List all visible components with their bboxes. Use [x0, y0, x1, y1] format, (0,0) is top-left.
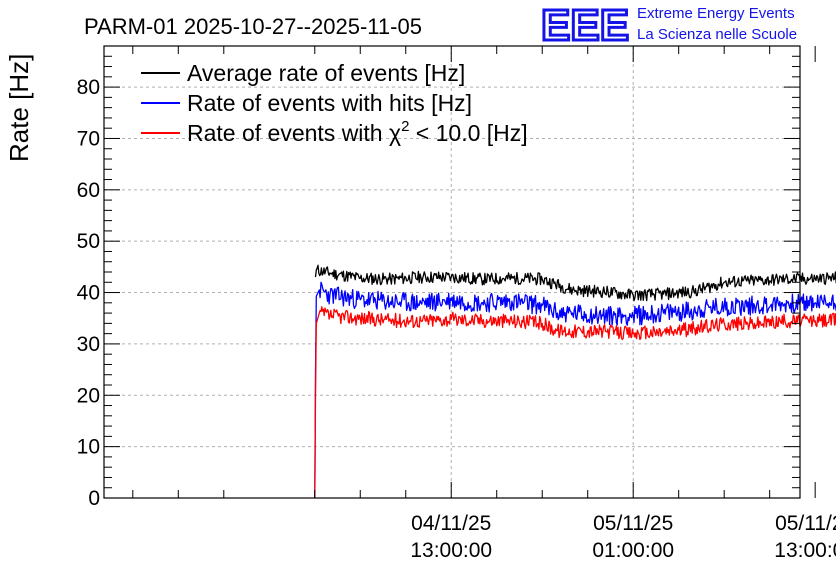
eee-logo-line1: Extreme Energy Events [637, 5, 795, 22]
legend-label-2: Rate of events with hits [Hz] [187, 90, 472, 116]
legend-label-suffix: < 10.0 [Hz] [409, 120, 527, 146]
legend: Average rate of events [Hz] Rate of event… [141, 60, 528, 146]
legend-superscript: 2 [401, 118, 409, 135]
x-tick-label-date: 05/11/25 [775, 512, 836, 535]
eee-logo-text: EEE [541, 1, 629, 50]
x-tick-label-date: 05/11/25 [593, 512, 673, 535]
eee-logo-line2: La Scienza nelle Scuole [637, 26, 797, 43]
y-tick-label: 70 [77, 127, 100, 150]
series-line-1 [314, 264, 836, 302]
x-tick-label-time: 01:00:00 [592, 539, 674, 562]
x-tick-labels: 04/11/25 13:00:00 05/11/25 01:00:00 05/11/25… [410, 512, 836, 562]
y-tick-label: 60 [77, 179, 100, 202]
y-tick-label: 30 [77, 333, 100, 356]
y-tick-label: 20 [77, 384, 100, 407]
y-tick-label: 10 [77, 436, 100, 459]
x-tick-label-time: 13:00:00 [410, 539, 492, 562]
x-tick-label-date: 04/11/25 [411, 512, 491, 535]
series-line-2 [314, 281, 836, 499]
y-tick-label: 80 [77, 76, 100, 99]
series-line-3 [314, 306, 836, 499]
y-tick-labels: 0 10 20 30 40 50 60 70 80 [77, 76, 100, 510]
y-tick-label: 50 [77, 230, 100, 253]
legend-label-1: Average rate of events [Hz] [187, 60, 465, 86]
eee-logo: EEE Extreme Energy Events La Scienza nel… [540, 0, 798, 52]
x-tick-label-time: 13:00:00 [774, 539, 836, 562]
legend-label-3: Rate of events with χ2 < 10.0 [Hz] [187, 118, 528, 146]
data-series [314, 264, 836, 499]
y-tick-label: 40 [77, 282, 100, 305]
y-tick-label: 0 [88, 487, 100, 510]
axis-ticks [104, 45, 816, 499]
chart-title: PARM-01 2025-10-27--2025-11-05 [84, 14, 422, 39]
grid-lines [104, 46, 800, 498]
y-axis-label: Rate [Hz] [4, 54, 34, 162]
